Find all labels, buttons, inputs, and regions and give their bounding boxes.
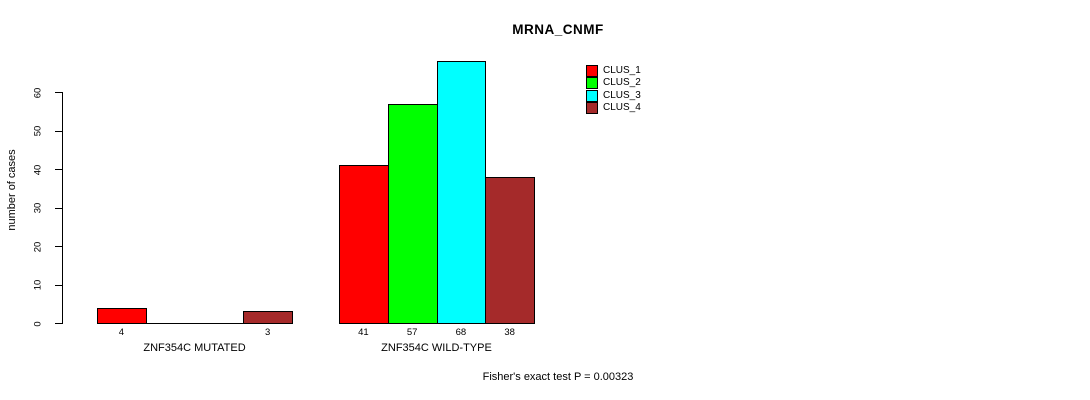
- y-axis-label: number of cases: [6, 149, 18, 231]
- y-axis-tick: [55, 92, 62, 93]
- bar-count-label: 4: [118, 327, 125, 338]
- fisher-test-annotation: Fisher's exact test P = 0.00323: [482, 371, 634, 383]
- bar-clus_3-wild-type: [436, 61, 487, 324]
- bar-clus_1-mutated: [97, 307, 147, 324]
- legend-label: CLUS_4: [603, 102, 641, 114]
- legend-row: CLUS_1: [586, 65, 666, 77]
- y-axis-tick: [55, 207, 62, 209]
- legend-swatch-clus_2: [586, 77, 598, 90]
- y-axis-tick-label: 40: [32, 164, 44, 175]
- y-axis-tick-label: 0: [32, 320, 44, 327]
- legend-row: CLUS_3: [586, 89, 666, 102]
- y-axis-tick: [55, 130, 62, 132]
- bar-count-label: 68: [455, 327, 467, 338]
- y-axis-tick-label: 60: [32, 87, 44, 98]
- y-axis-tick-label: 20: [32, 241, 44, 252]
- legend-swatch-clus_3: [586, 89, 598, 102]
- bar-count-label: 41: [358, 327, 369, 338]
- legend-swatch-clus_4: [586, 102, 598, 115]
- y-axis-tick: [55, 284, 62, 286]
- zero-height-bar-baseline: [194, 323, 245, 324]
- legend-row: CLUS_2: [586, 77, 666, 90]
- y-axis-tick-label: 50: [32, 125, 44, 137]
- bar-clus_4-wild-type: [485, 176, 535, 324]
- x-group-label: ZNF354C MUTATED: [143, 342, 246, 354]
- legend-row: CLUS_4: [586, 102, 666, 115]
- y-axis-tick-label: 30: [32, 202, 44, 214]
- chart-title: MRNA_CNMF: [512, 22, 604, 37]
- legend-label: CLUS_1: [603, 65, 641, 76]
- bar-clus_1-wild-type: [339, 165, 389, 324]
- y-axis-tick: [55, 169, 62, 170]
- x-group-label: ZNF354C WILD-TYPE: [381, 342, 492, 354]
- y-axis-tick-label: 10: [32, 279, 44, 291]
- bar-clus_2-wild-type: [387, 103, 438, 324]
- bar-count-label: 38: [504, 327, 515, 338]
- bar-count-label: 57: [406, 327, 418, 338]
- bar-clus_4-mutated: [243, 311, 293, 324]
- legend-label: CLUS_2: [603, 77, 641, 89]
- legend-label: CLUS_3: [603, 89, 641, 101]
- y-axis-tick: [55, 323, 62, 324]
- y-axis-tick: [55, 246, 62, 247]
- legend-swatch-clus_1: [586, 65, 598, 77]
- zero-height-bar-baseline: [145, 323, 196, 324]
- y-axis-line: [62, 92, 63, 324]
- bar-count-label: 3: [264, 327, 271, 338]
